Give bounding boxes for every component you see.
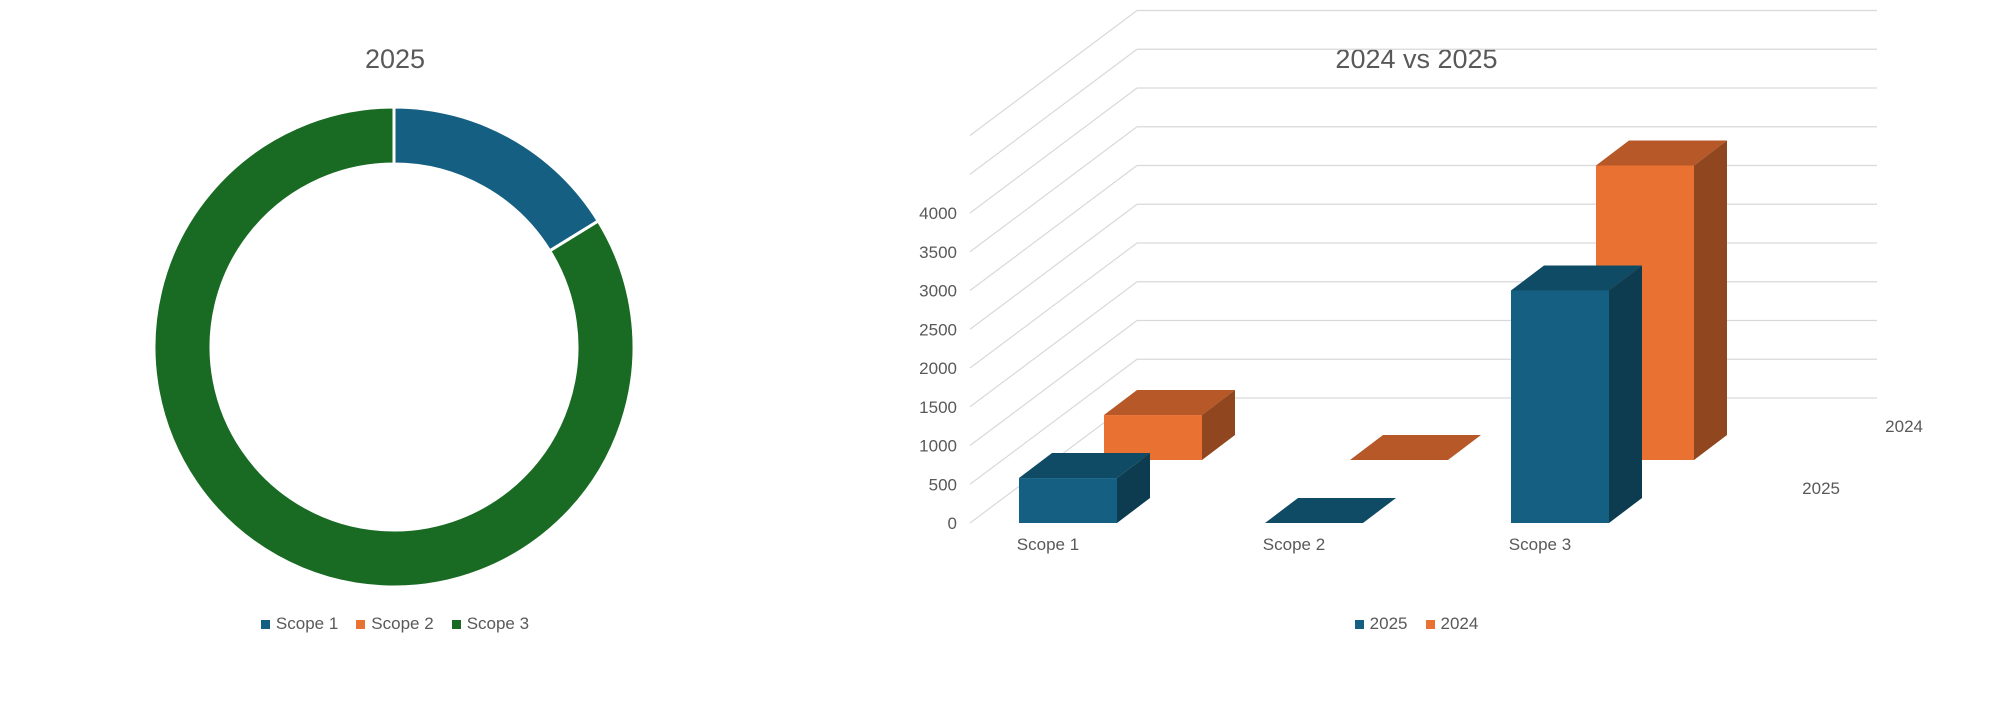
- legend-swatch-scope-3: [451, 619, 461, 629]
- bar-2024-scope-2[interactable]: [1350, 435, 1481, 460]
- donut-slice-scope-1[interactable]: [392, 105, 601, 253]
- legend-label-scope-1: Scope 1: [275, 614, 339, 633]
- x-category-label: Scope 3: [1509, 535, 1571, 554]
- y-tick-label: 3000: [919, 282, 957, 301]
- y-tick-label: 500: [929, 475, 957, 494]
- legend-label-scope-3: Scope 3: [466, 614, 530, 633]
- legend-swatch-scope-2: [356, 619, 366, 629]
- depth-axis-label: 2024: [1885, 417, 1923, 436]
- x-category-label: Scope 2: [1263, 535, 1325, 554]
- donut-legend: Scope 1 Scope 2 Scope 3: [0, 614, 790, 634]
- legend-item-2024[interactable]: 2024: [1425, 614, 1479, 634]
- bar-2025-scope-1[interactable]: [1019, 453, 1150, 523]
- legend-label-2024: 2024: [1440, 614, 1479, 633]
- y-tick-label: 3500: [919, 243, 957, 262]
- bar-chart-panel: 2024 vs 2025 0 500 1000 1500 2000 2500 3000 350…: [840, 0, 1993, 707]
- bar-2025-scope-3[interactable]: [1511, 265, 1642, 524]
- bar-chart: 0 500 1000 1500 2000 2500 3000 3500 4000 Scope 1 S…: [919, 9, 1923, 554]
- legend-item-2025[interactable]: 2025: [1354, 614, 1408, 634]
- y-tick-label: 4000: [919, 204, 957, 223]
- legend-swatch-2024: [1425, 619, 1435, 629]
- y-tick-label: 1500: [919, 398, 957, 417]
- legend-swatch-2025: [1354, 619, 1364, 629]
- y-tick-label: 2500: [919, 320, 957, 339]
- bar-2024-scope-1[interactable]: [1104, 390, 1235, 460]
- depth-axis-label: 2025: [1802, 479, 1840, 498]
- y-tick-label: 1000: [919, 437, 957, 456]
- legend-item-scope-3[interactable]: Scope 3: [451, 614, 530, 634]
- donut-slice-scope-3[interactable]: [152, 105, 636, 589]
- x-category-label: Scope 1: [1017, 535, 1079, 554]
- donut-chart-title: 2025: [364, 44, 426, 74]
- bar-legend: 2025 2024: [840, 614, 1993, 634]
- y-tick-label: 2000: [919, 359, 957, 378]
- legend-item-scope-2[interactable]: Scope 2: [356, 614, 434, 634]
- legend-label-2025: 2025: [1369, 614, 1408, 633]
- y-tick-label: 0: [948, 514, 957, 533]
- bar-2025-scope-2[interactable]: [1265, 498, 1396, 523]
- donut-chart-panel: 2025 Scope 1 Scope 2 Scope 3: [0, 0, 790, 707]
- legend-label-scope-2: Scope 2: [371, 614, 434, 633]
- donut-chart: [152, 105, 636, 589]
- legend-swatch-scope-1: [260, 619, 270, 629]
- gridlines: [969, 9, 1877, 524]
- legend-item-scope-1[interactable]: Scope 1: [260, 614, 339, 634]
